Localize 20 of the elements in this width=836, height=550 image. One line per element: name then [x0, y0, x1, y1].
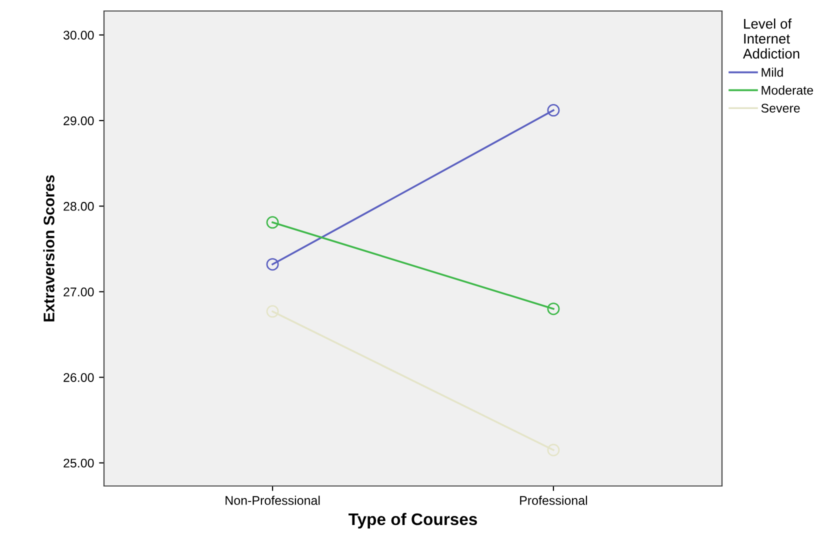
x-tick-label: Non-Professional	[226, 496, 320, 505]
legend-label: Moderate	[762, 86, 813, 95]
x-axis-title: Type of Courses	[348, 512, 477, 528]
y-tick-label: 29.00	[64, 116, 94, 126]
y-tick-label: 26.00	[64, 373, 94, 382]
y-tick-label: 30.00	[63, 30, 94, 40]
point	[266, 305, 279, 318]
x-tick-label: Professional	[520, 496, 588, 505]
y-tick-label: 27.00	[64, 288, 94, 296]
point	[266, 216, 279, 229]
y-tick-label: 28.00	[64, 202, 94, 211]
y-axis-title: Extraversion Scores	[43, 175, 54, 322]
point	[547, 104, 560, 117]
legend-label: Mild	[762, 68, 783, 77]
legend-label: Severe	[761, 104, 800, 113]
point	[266, 258, 279, 271]
y-tick-label: 25.00	[64, 458, 94, 468]
legend-title: Level of Internet Addiction	[742, 18, 800, 59]
point	[547, 444, 560, 456]
point	[547, 302, 560, 316]
